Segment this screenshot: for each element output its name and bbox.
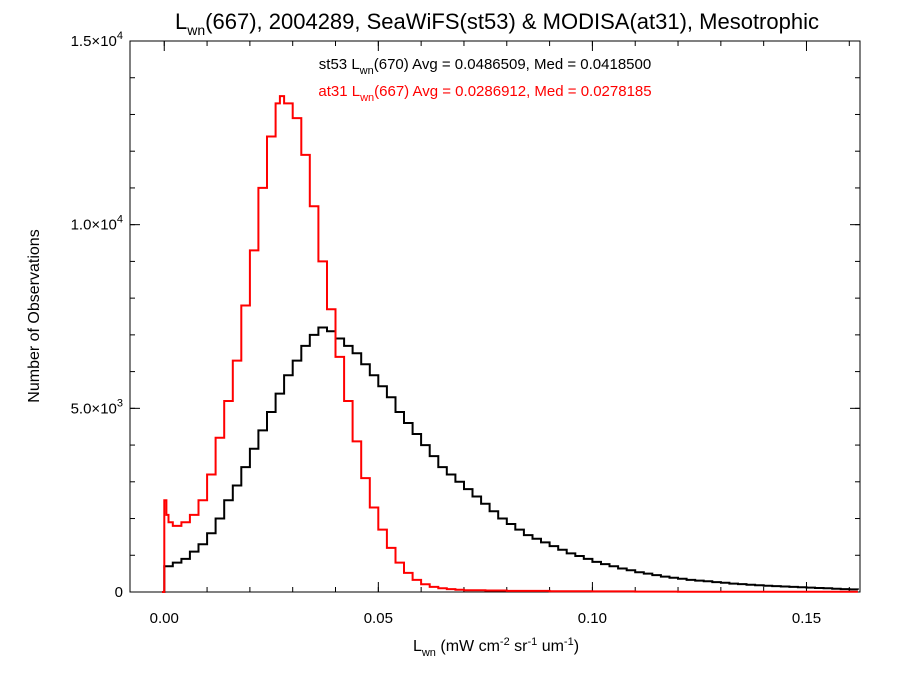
stats-at31-subscript: wn: [359, 92, 374, 104]
stats-at31: at31 Lwn(667) Avg = 0.0286912, Med = 0.0…: [318, 83, 651, 104]
data-series: [162, 95, 859, 593]
chart-title: Lwn(667), 2004289, SeaWiFS(st53) & MODIS…: [175, 9, 819, 38]
xlabel-rest: (mW cm: [436, 638, 500, 655]
y-axis-label: Number of Observations: [26, 229, 43, 402]
xlabel-sup1: -2: [500, 636, 510, 648]
y-tick-label: 1.5×104: [71, 30, 123, 50]
axis-ticks: [130, 40, 860, 593]
xlabel-sup2: -1: [527, 636, 537, 648]
title-subscript: wn: [186, 22, 205, 38]
y-tick-label: 0: [115, 584, 123, 601]
y-tick-label: 1.0×104: [71, 214, 123, 234]
xlabel-rest4: ): [574, 638, 579, 655]
title-main: L: [175, 9, 187, 34]
plot-frame: [129, 40, 861, 593]
stats-st53-subscript: wn: [359, 65, 374, 77]
stats-at31-prefix: at31 L: [318, 83, 360, 100]
stats-st53-rest: (670) Avg = 0.0486509, Med = 0.0418500: [374, 56, 651, 73]
stats-at31-rest: (667) Avg = 0.0286912, Med = 0.0278185: [374, 83, 651, 100]
tick-labels: 0.00 0.05 0.10 0.15 0 5.0×103 1.0×104 1.5×104: [71, 30, 822, 627]
series-st53: [162, 326, 859, 593]
xlabel-rest3: um: [537, 638, 564, 655]
stats-st53-prefix: st53 L: [319, 56, 360, 73]
x-axis-label: Lwn (mW cm-2 sr-1 um-1): [413, 636, 579, 659]
x-tick-label: 0.05: [364, 610, 393, 627]
x-tick-label: 0.10: [578, 610, 607, 627]
x-tick-label: 0.15: [792, 610, 821, 627]
xlabel-sub: wn: [421, 647, 436, 659]
xlabel-sup3: -1: [564, 636, 574, 648]
x-tick-label: 0.00: [150, 610, 179, 627]
y-tick-label: 5.0×103: [71, 397, 123, 417]
title-rest: (667), 2004289, SeaWiFS(st53) & MODISA(a…: [205, 9, 819, 34]
stats-st53: st53 Lwn(670) Avg = 0.0486509, Med = 0.0…: [319, 56, 651, 77]
xlabel-main: L: [413, 638, 422, 655]
series-at31: [162, 95, 858, 593]
xlabel-rest2: sr: [510, 638, 528, 655]
